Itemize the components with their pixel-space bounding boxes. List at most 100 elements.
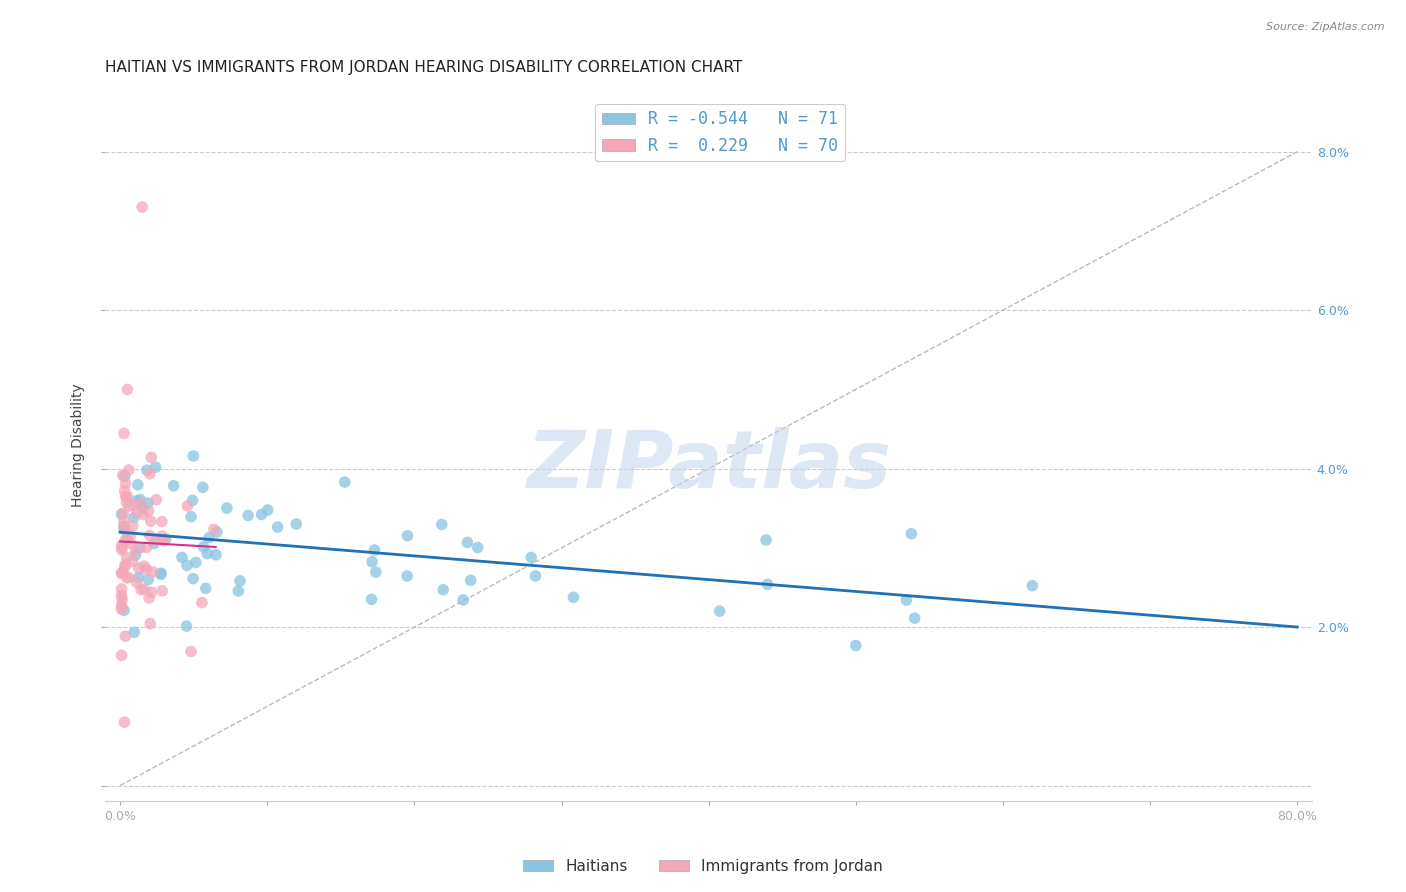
Point [142,565,165,579]
Point [364,565,387,579]
Point [135,541,157,555]
Point [121,555,143,569]
Point [129,582,152,597]
Point [110,542,132,557]
Text: HAITIAN VS IMMIGRANTS FROM JORDAN HEARING DISABILITY CORRELATION CHART: HAITIAN VS IMMIGRANTS FROM JORDAN HEARIN… [105,60,742,75]
Point [122,510,145,524]
Point [150,583,173,598]
Point [110,582,132,596]
Point [139,616,162,631]
Point [110,566,132,581]
Point [191,596,214,610]
Point [266,520,288,534]
Point [112,426,135,441]
Point [112,514,135,528]
Point [114,629,136,643]
Point [111,592,134,607]
Point [180,509,202,524]
Point [194,582,217,596]
Point [150,515,173,529]
Point [524,569,547,583]
Point [562,591,585,605]
Point [112,519,135,533]
Point [360,592,382,607]
Point [236,508,259,523]
Point [131,501,153,516]
Point [127,477,149,491]
Point [110,599,132,613]
Point [198,531,221,545]
Point [115,495,138,509]
Point [229,574,252,588]
Point [756,577,779,591]
Point [114,484,136,499]
Point [202,522,225,536]
Point [195,547,218,561]
Point [896,593,918,607]
Point [112,603,135,617]
Point [114,476,136,491]
Legend: Haitians, Immigrants from Jordan: Haitians, Immigrants from Jordan [517,853,889,880]
Point [460,574,482,588]
Point [152,533,174,547]
Point [226,584,249,599]
Point [118,499,141,513]
Point [117,383,139,397]
Point [114,490,136,504]
Point [176,499,198,513]
Point [143,536,166,550]
Point [150,529,173,543]
Point [145,492,167,507]
Point [115,550,138,565]
Point [135,562,157,576]
Point [115,571,138,585]
Point [114,469,136,483]
Point [121,519,143,533]
Point [285,516,308,531]
Point [127,505,149,519]
Point [120,528,142,542]
Point [430,517,453,532]
Point [904,611,927,625]
Point [150,566,173,581]
Point [135,463,157,477]
Point [138,504,160,518]
Point [136,496,159,510]
Point [112,506,135,520]
Point [152,533,174,548]
Point [176,619,198,633]
Point [139,467,162,481]
Point [111,565,134,579]
Point [162,479,184,493]
Legend: R = -0.544   N = 71, R =  0.229   N = 70: R = -0.544 N = 71, R = 0.229 N = 70 [595,103,845,161]
Point [176,558,198,573]
Point [181,572,204,586]
Point [363,543,385,558]
Point [114,560,136,574]
Point [709,604,731,618]
Point [114,558,136,572]
Point [845,639,868,653]
Point [125,543,148,558]
Point [111,468,134,483]
Point [129,496,152,510]
Point [256,503,278,517]
Point [111,541,134,555]
Y-axis label: Hearing Disability: Hearing Disability [72,383,86,507]
Point [755,533,778,547]
Point [155,532,177,546]
Point [110,588,132,602]
Point [128,541,150,555]
Point [125,575,148,590]
Point [114,715,136,730]
Point [141,585,163,599]
Point [193,540,215,554]
Point [145,460,167,475]
Point [900,526,922,541]
Point [131,200,153,214]
Text: Source: ZipAtlas.com: Source: ZipAtlas.com [1267,22,1385,32]
Point [120,536,142,550]
Point [180,644,202,658]
Point [110,539,132,553]
Point [333,475,356,489]
